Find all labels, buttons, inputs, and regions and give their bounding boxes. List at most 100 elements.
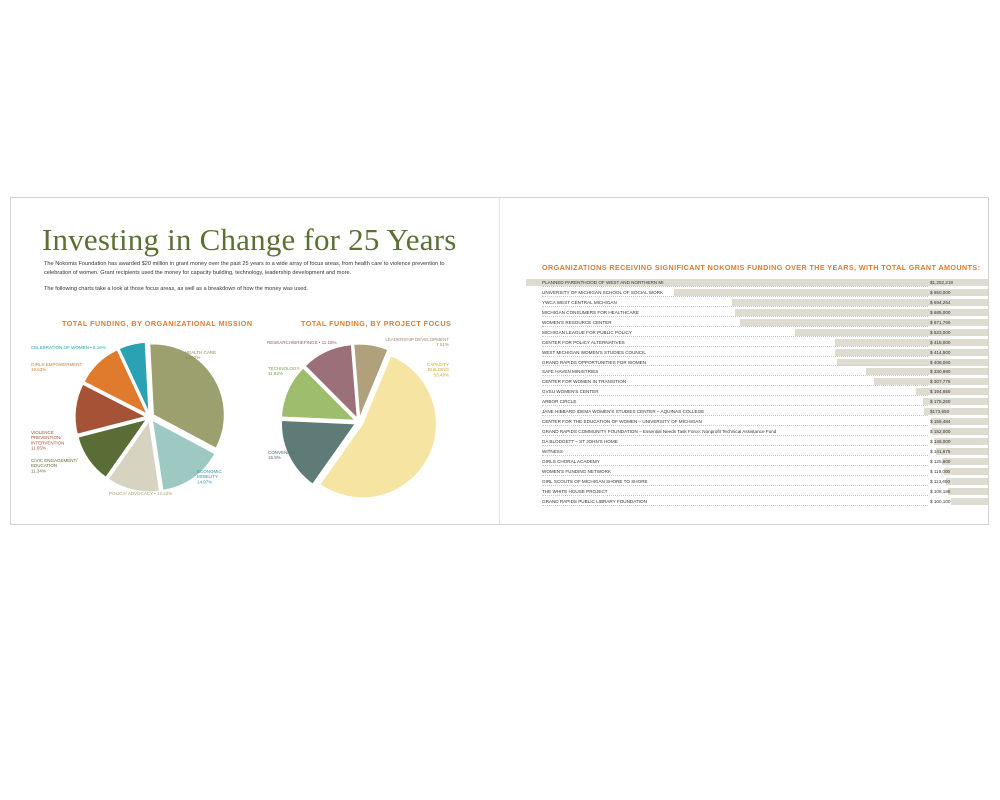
org-row: GVSU WOMEN'S CENTER $ 194,650 [526, 387, 988, 397]
org-row: GIRLS CHORAL ACADEMY $ 125,800 [526, 457, 988, 467]
brochure-spread: Investing in Change for 25 Years The Nok… [10, 197, 989, 525]
org-bar [934, 438, 988, 445]
org-amount: $ 330,980 [930, 369, 951, 375]
org-row: SAFE HAVEN MINISTRIES $ 330,980 [526, 367, 988, 377]
org-bar [731, 298, 988, 306]
leader-dots [542, 295, 928, 297]
org-name: GRAND RAPIDS OPPORTUNITIES FOR WOMEN [542, 359, 647, 365]
org-name: THE WHITE HOUSE PROJECT [542, 488, 608, 494]
org-amount: $ 414,500 [930, 349, 951, 355]
org-name: MICHIGAN LEAGUE FOR PUBLIC POLICY [542, 329, 632, 335]
org-row: GRAND RAPIDS OPPORTUNITIES FOR WOMEN $ 40… [526, 358, 988, 368]
org-amount: $173,650 [930, 409, 950, 415]
org-name: GVSU WOMEN'S CENTER [542, 389, 599, 395]
org-bar [837, 358, 988, 366]
leader-dots [542, 385, 928, 387]
org-bar [935, 447, 988, 455]
pie2-slice-convening [280, 419, 357, 486]
org-name: WEST MICHIGAN WOMEN'S STUDIES COUNCIL [542, 349, 646, 355]
org-bar [674, 288, 988, 296]
org-row: CENTER FOR POLICY ALTERNATIVES $ 415,000 [526, 338, 988, 348]
org-bar [941, 457, 988, 465]
org-name: YWCA WEST CENTRAL MICHIGAN [542, 299, 617, 305]
org-name: WITNESS [542, 448, 563, 454]
org-row: CENTER FOR WOMEN IN TRANSITION $ 307,776 [526, 377, 988, 387]
leader-dots [542, 435, 928, 436]
pie1-slice-violence-prevention-intervention [74, 383, 148, 436]
leader-dots [542, 305, 928, 307]
org-bar [923, 408, 988, 416]
org-bar [526, 279, 988, 286]
org-name: CENTER FOR WOMEN IN TRANSITION [542, 379, 627, 385]
org-row: GIRL SCOUTS OF MICHIGAN SHORE TO SHORE $ … [526, 477, 988, 487]
org-bar [944, 467, 988, 475]
org-row: DA BLODGETT – ST JOHN'S HOME $ 146,000 [526, 437, 988, 447]
org-bar [795, 328, 988, 336]
org-bar [916, 388, 988, 396]
pie2-slice-capacity-building [318, 354, 438, 499]
org-row: PLANNED PARENTHOOD OF WEST AND NORTHERN … [526, 278, 988, 288]
org-name: GRAND RAPIDS COMMUNITY FOUNDATION – Esse… [542, 429, 777, 435]
org-bar [930, 418, 988, 426]
organizations-bar-list: PLANNED PARENTHOOD OF WEST AND NORTHERN … [526, 278, 988, 507]
org-amount: $ 146,000 [930, 439, 951, 444]
page-fold [499, 198, 500, 524]
focus-chart-title: TOTAL FUNDING, BY PROJECT FOCUS [301, 319, 452, 328]
org-name: GIRLS CHORAL ACADEMY [542, 458, 600, 464]
org-row: MICHIGAN LEAGUE FOR PUBLIC POLICY $ 523,0… [526, 328, 988, 338]
org-name: CENTER FOR POLICY ALTERNATIVES [542, 339, 625, 345]
pie1-slice-celebration-of-women [118, 341, 150, 414]
org-row: ARBOR CIRCLE $ 175,250 [526, 397, 988, 407]
org-row: WOMEN'S FUNDING NETWORK $ 119,000 [526, 467, 988, 477]
org-amount: $ 152,000 [930, 429, 951, 435]
org-name: PLANNED PARENTHOOD OF WEST AND NORTHERN … [542, 280, 664, 285]
pie2-label-convening: CONVENING 15.9% [268, 450, 296, 460]
leader-dots [542, 365, 928, 367]
org-name: DA BLODGETT – ST JOHN'S HOME [542, 439, 618, 444]
org-name: GIRL SCOUTS OF MICHIGAN SHORE TO SHORE [542, 478, 648, 484]
pie-charts: HEALTH CARE 33.92% ECONOMIC MOBILITY 14.97% P… [31, 337, 449, 499]
org-name: ARBOR CIRCLE [542, 399, 577, 405]
org-row: YWCA WEST CENTRAL MICHIGAN $ 694,254 [526, 298, 988, 308]
org-amount: $ 685,000 [930, 309, 951, 315]
org-amount: $ 119,000 [930, 468, 951, 474]
org-name: WOMEN'S FUNDING NETWORK [542, 468, 612, 474]
pie1-label-celebration-of-women: CELEBRATION OF WOMEN • 6.16% [31, 345, 106, 350]
org-row: GRAND RAPIDS COMMUNITY FOUNDATION – Esse… [526, 427, 988, 437]
org-name: SAFE HAVEN MINISTRIES [542, 369, 599, 375]
leader-dots [542, 425, 928, 427]
org-amount: $ 108,185 [930, 488, 951, 494]
leader-dots [542, 395, 928, 397]
pie2-label-leadership-development: LEADERSHIP DEVELOPMENT 7.51% [385, 337, 449, 347]
org-amount: $ 125,800 [930, 458, 951, 464]
org-row: JANE HIBBARD IDEMA WOMEN'S STUDIES CENTE… [526, 407, 988, 417]
leader-dots [542, 345, 928, 347]
org-row: MICHIGAN CONSUMERS FOR HEALTHCARE $ 685,0… [526, 308, 988, 318]
org-amount: $ 194,650 [930, 389, 951, 395]
leader-dots [542, 504, 928, 506]
leader-dots [542, 474, 928, 476]
page-title: Investing in Change for 25 Years [42, 222, 457, 257]
mission-chart-title: TOTAL FUNDING, BY ORGANIZATIONAL MISSION [62, 319, 253, 328]
pie2-slice-technology [280, 367, 357, 422]
org-amount: $ 415,000 [930, 339, 951, 345]
pie1-slice-economic-mobility [151, 419, 216, 492]
org-row: THE WHITE HOUSE PROJECT $ 108,185 [526, 487, 988, 497]
leader-dots [542, 494, 928, 496]
org-name: GRAND RAPIDS PUBLIC LIBRARY FOUNDATION [542, 498, 647, 504]
pie1-label-girls-empowerment: GIRLS EMPOWERMENT 10.63% [31, 362, 83, 372]
org-bar [951, 497, 988, 505]
leader-dots [542, 444, 928, 446]
pie1-label-civic-engagement-education: CIVIC ENGAGEMENT/EDUCATION 11.34% [31, 458, 78, 473]
org-name: CENTER FOR THE EDUCATION OF WOMEN – UNIV… [542, 419, 702, 425]
organizations-list-title: ORGANIZATIONS RECEIVING SIGNIFICANT NOKO… [542, 263, 981, 272]
pie2-label-research-briefings: RESEARCH/BRIEFINGS • 11.18% [267, 340, 337, 345]
leader-dots [542, 325, 928, 327]
leader-dots [542, 375, 928, 377]
org-amount: $ 141,675 [930, 448, 951, 454]
pie1-slice-policy-advocacy [107, 419, 161, 493]
leader-dots [542, 464, 928, 466]
org-amount: $ 155,484 [930, 419, 951, 425]
org-bar [835, 348, 988, 356]
pie1-label-health-care: HEALTH CARE 33.92% [185, 350, 216, 360]
